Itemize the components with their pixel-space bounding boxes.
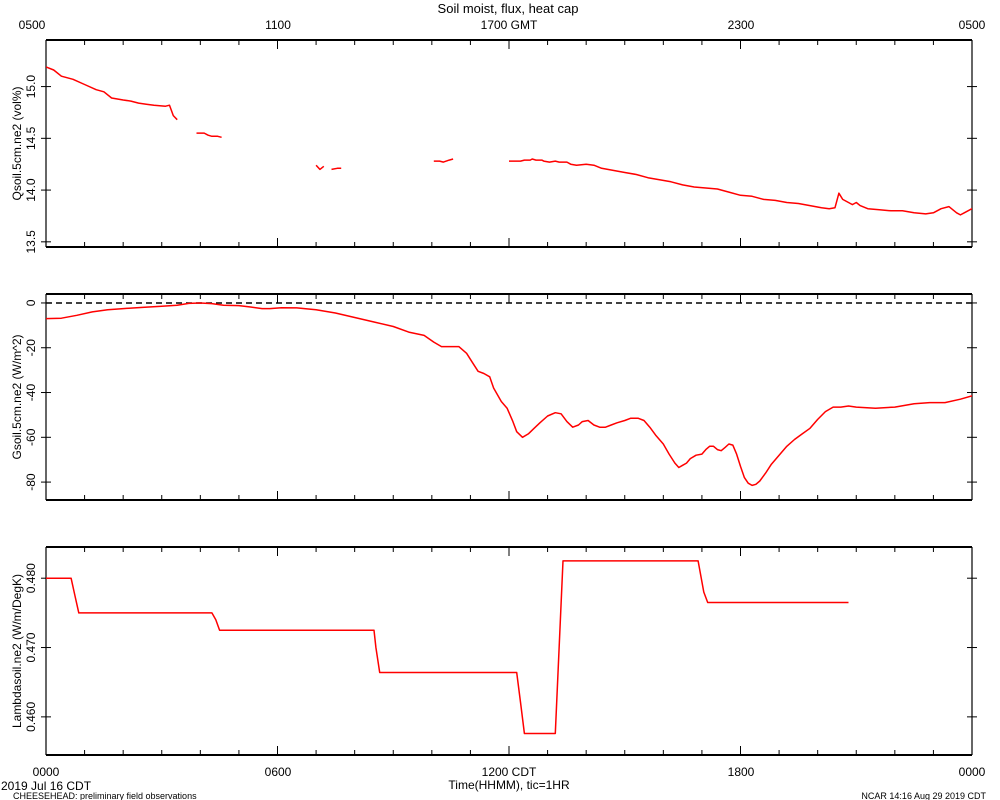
footer-right: NCAR 14:16 Aug 29 2019 CDT — [861, 791, 986, 800]
top-tick-label: 0500 — [959, 18, 986, 32]
bottom-tick-label: 0000 — [959, 765, 986, 779]
y-tick-label: -20 — [24, 339, 38, 357]
series-line — [315, 164, 325, 171]
top-tick-label: 1700 GMT — [481, 18, 538, 32]
series-line — [46, 66, 178, 121]
chart-title: Soil moist, flux, heat cap — [438, 1, 579, 16]
bottom-tick-label: 1800 — [728, 765, 755, 779]
top-tick-label: 0500 — [19, 18, 46, 32]
bottom-axis-labels: 0000 0600 1200 CDT 1800 0000 — [33, 765, 986, 779]
y-tick-label: 0 — [24, 299, 38, 306]
y-axis-title: Qsoil.5cm.ne2 (vol%) — [10, 86, 24, 200]
y-tick-label: -60 — [24, 428, 38, 446]
y-tick-label: -40 — [24, 384, 38, 402]
series-line — [46, 560, 849, 735]
y-tick-label: 0.480 — [24, 563, 38, 593]
y-tick-label: 0.470 — [24, 632, 38, 662]
bottom-tick-label: 0600 — [265, 765, 292, 779]
date-label: 2019 Jul 16 CDT — [1, 779, 92, 793]
series-line — [331, 167, 342, 171]
bottom-tick-label: 0000 — [33, 765, 60, 779]
y-tick-label: 14.5 — [24, 126, 38, 150]
y-tick-label: -80 — [24, 473, 38, 491]
x-axis-title: Time(HHMM), tic=1HR — [448, 778, 570, 792]
series-line — [196, 132, 222, 139]
y-tick-label: 0.460 — [24, 702, 38, 732]
top-axis-labels: 0500 1100 1700 GMT 2300 0500 — [19, 18, 986, 32]
y-axis-title: Lambdasoil.ne2 (W/m/DegK) — [10, 574, 24, 728]
top-tick-label: 2300 — [728, 18, 755, 32]
bottom-tick-label: 1200 CDT — [482, 765, 537, 779]
top-tick-label: 1100 — [265, 18, 291, 32]
footer-left: CHEESEHEAD: preliminary field observatio… — [13, 791, 197, 800]
series-line — [991, 673, 1000, 688]
y-tick-label: 14.0 — [24, 178, 38, 202]
series-line — [509, 158, 972, 216]
series-line — [46, 302, 972, 487]
y-axis-title: Gsoil.5cm.ne2 (W/m^2) — [10, 335, 24, 460]
y-tick-label: 13.5 — [24, 230, 38, 254]
y-tick-label: 15.0 — [24, 75, 38, 99]
series-line — [433, 158, 454, 163]
